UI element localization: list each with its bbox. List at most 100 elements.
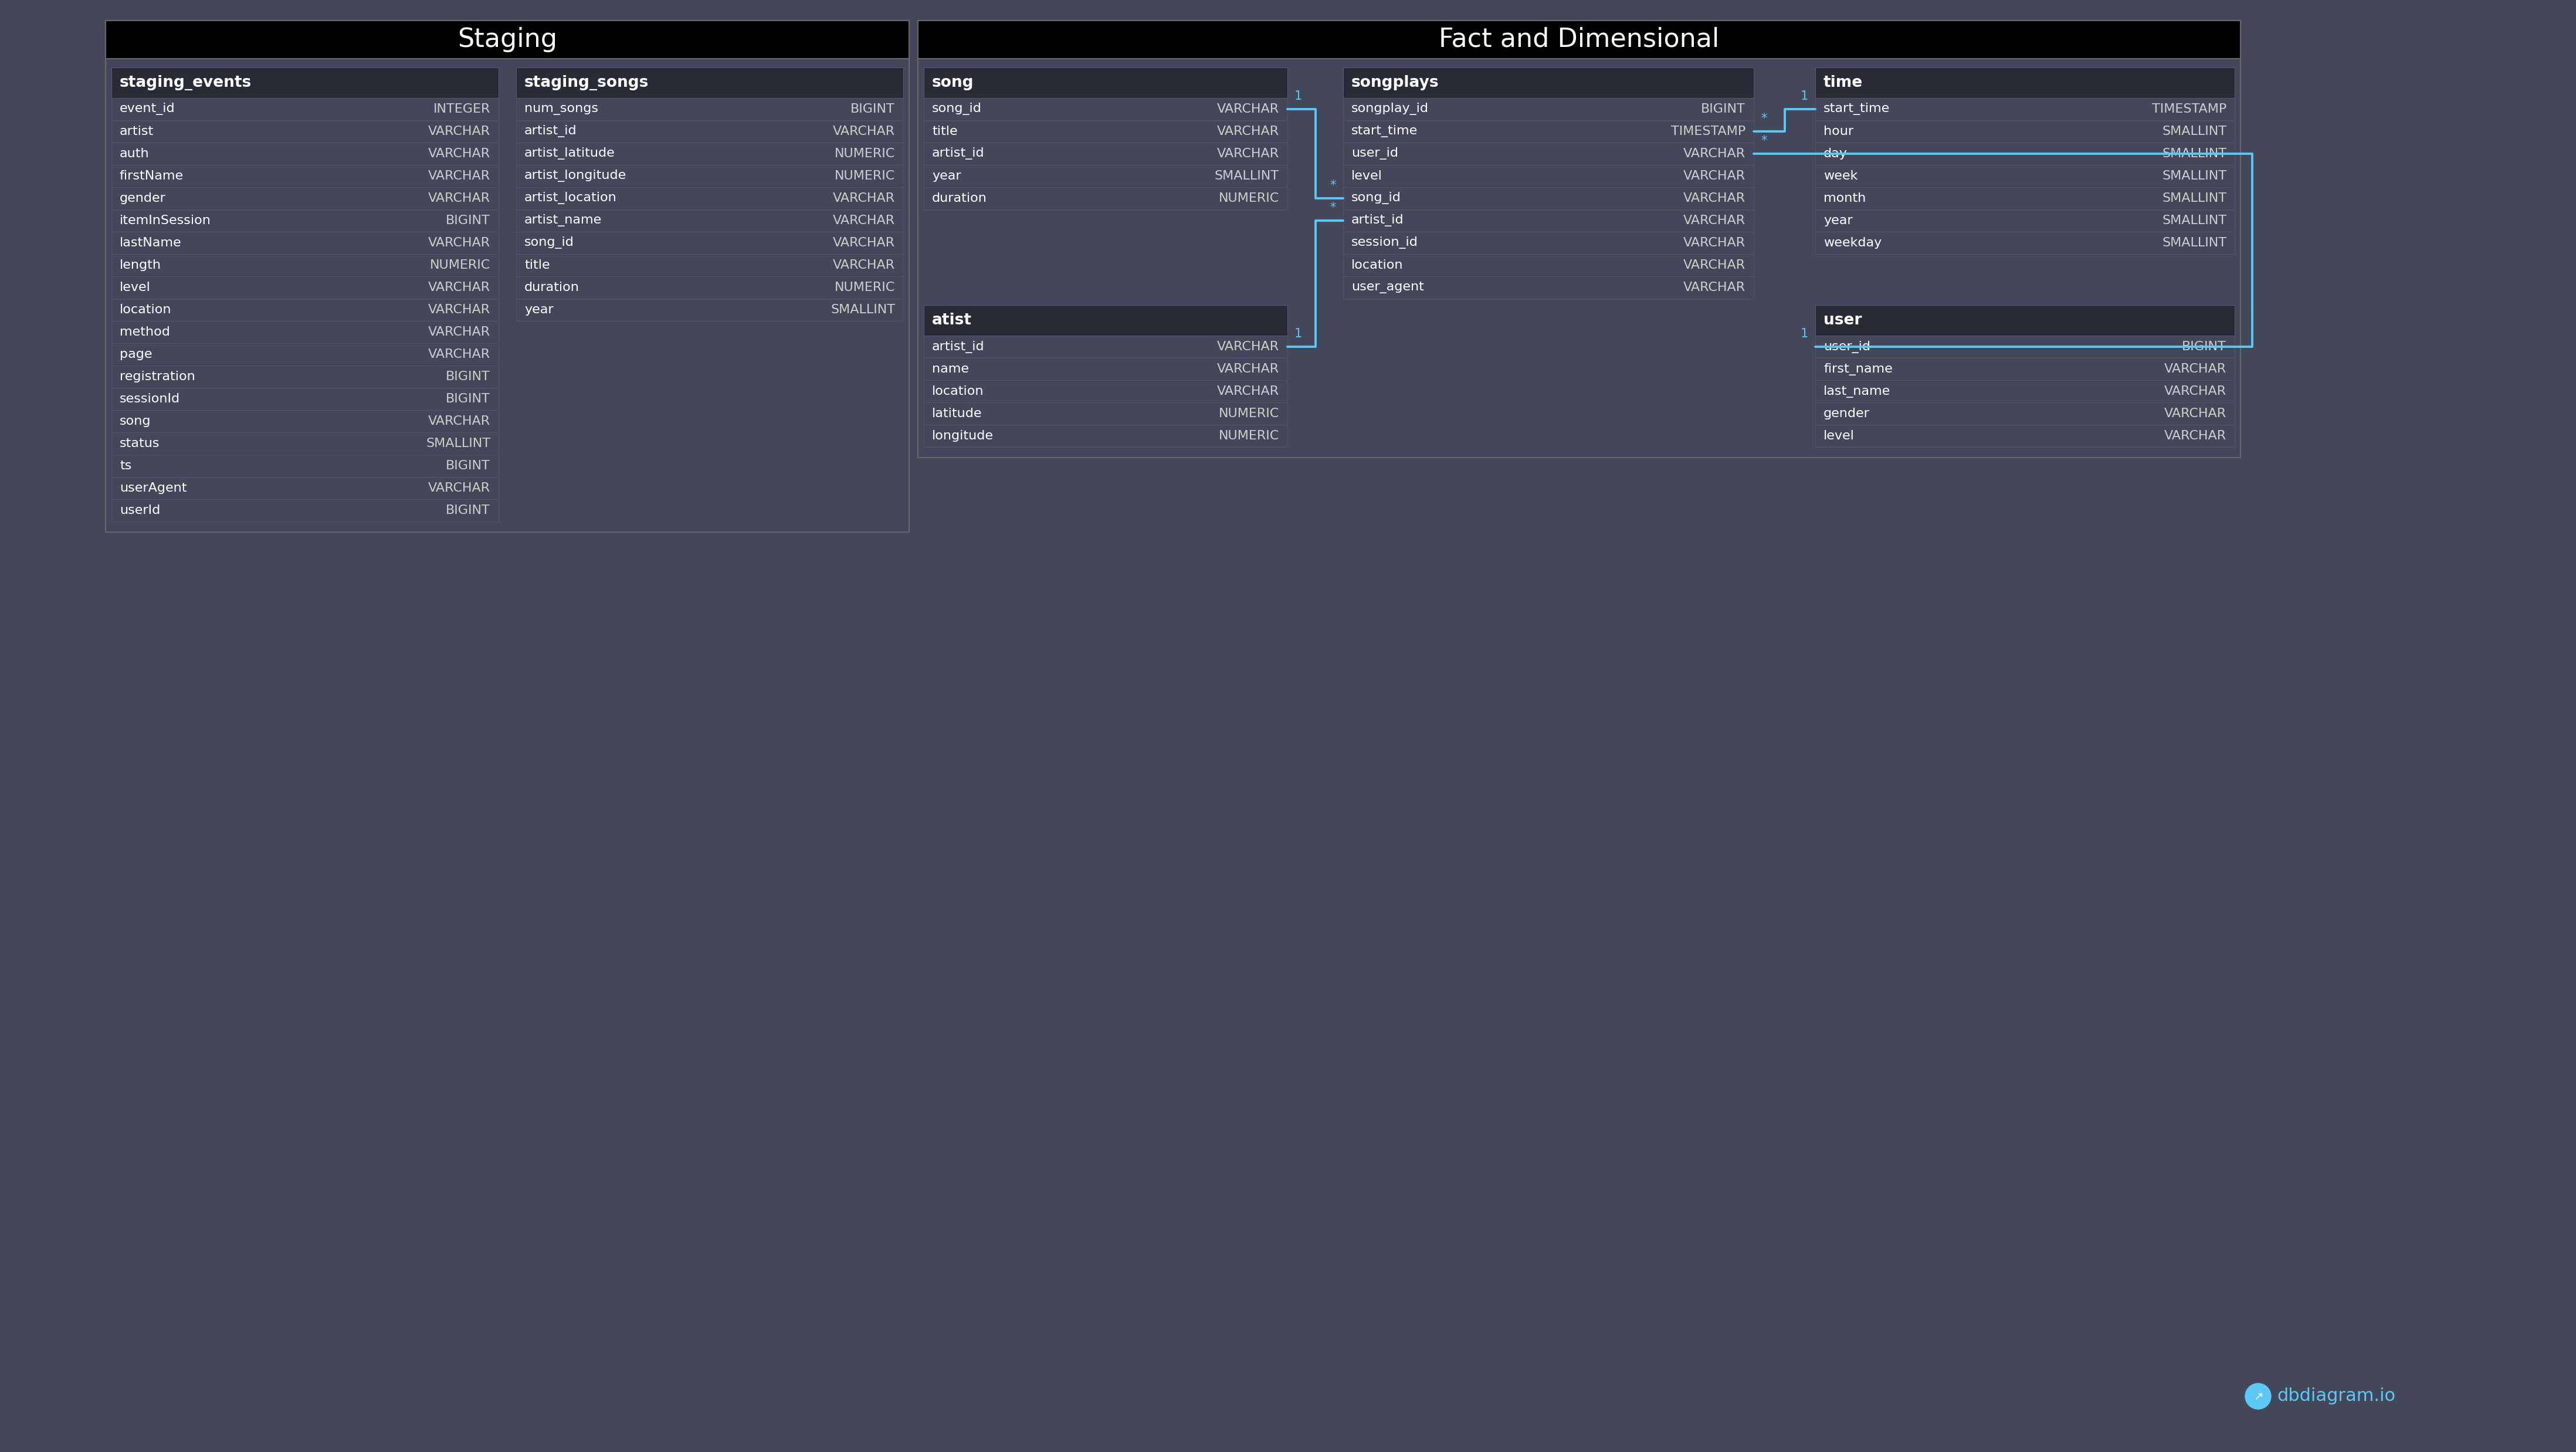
Text: *: * xyxy=(1762,135,1767,147)
Text: ↗: ↗ xyxy=(2254,1391,2262,1401)
Bar xyxy=(515,166,904,187)
Bar xyxy=(1816,97,2233,121)
Text: NUMERIC: NUMERIC xyxy=(835,148,894,160)
Text: staging_songs: staging_songs xyxy=(526,76,649,90)
Bar xyxy=(925,97,1288,121)
Bar xyxy=(111,321,500,343)
Text: SMALLINT: SMALLINT xyxy=(2161,148,2226,160)
Bar xyxy=(111,166,500,187)
Text: user: user xyxy=(1824,312,1862,328)
Text: BIGINT: BIGINT xyxy=(2182,341,2226,353)
Bar xyxy=(917,20,2241,457)
Bar xyxy=(111,366,500,388)
Text: VARCHAR: VARCHAR xyxy=(1216,341,1280,353)
Bar xyxy=(1816,142,2233,166)
Text: song: song xyxy=(933,76,974,90)
Text: location: location xyxy=(118,303,173,315)
Text: length: length xyxy=(118,260,162,272)
Text: VARCHAR: VARCHAR xyxy=(2164,363,2226,375)
Bar xyxy=(1816,380,2233,402)
Bar xyxy=(111,209,500,232)
Bar xyxy=(111,343,500,366)
Text: song_id: song_id xyxy=(933,103,981,115)
Text: VARCHAR: VARCHAR xyxy=(832,215,894,227)
Bar xyxy=(515,142,904,166)
Text: *: * xyxy=(1329,180,1337,192)
Text: time: time xyxy=(1824,76,1862,90)
Bar xyxy=(1342,142,1754,166)
Bar xyxy=(515,209,904,232)
Text: NUMERIC: NUMERIC xyxy=(430,260,489,272)
Text: artist_longitude: artist_longitude xyxy=(526,170,626,182)
Bar xyxy=(925,380,1288,402)
Text: location: location xyxy=(1352,260,1404,272)
Text: VARCHAR: VARCHAR xyxy=(428,415,489,427)
Circle shape xyxy=(2246,1384,2272,1410)
Text: VARCHAR: VARCHAR xyxy=(1682,215,1747,227)
Text: VARCHAR: VARCHAR xyxy=(1682,282,1747,293)
Text: user_id: user_id xyxy=(1352,148,1399,160)
Text: VARCHAR: VARCHAR xyxy=(428,148,489,160)
Text: month: month xyxy=(1824,193,1865,205)
Text: year: year xyxy=(1824,215,1852,227)
Bar xyxy=(1816,209,2233,232)
Text: song_id: song_id xyxy=(1352,192,1401,205)
Bar xyxy=(1816,67,2233,97)
Text: VARCHAR: VARCHAR xyxy=(1682,193,1747,205)
Text: title: title xyxy=(526,260,549,272)
Bar xyxy=(111,142,500,166)
Text: artist_latitude: artist_latitude xyxy=(526,148,616,160)
Text: atist: atist xyxy=(933,312,971,328)
Bar xyxy=(111,97,500,121)
Bar xyxy=(925,67,1288,97)
Bar xyxy=(111,276,500,299)
Text: start_time: start_time xyxy=(1352,125,1417,138)
Bar xyxy=(1816,402,2233,425)
Bar xyxy=(111,121,500,142)
Bar xyxy=(1342,254,1754,276)
Bar xyxy=(111,67,500,97)
Text: auth: auth xyxy=(118,148,149,160)
Text: userAgent: userAgent xyxy=(118,482,188,494)
Text: SMALLINT: SMALLINT xyxy=(425,437,489,449)
Text: year: year xyxy=(933,170,961,182)
Text: artist: artist xyxy=(118,125,155,138)
Text: last_name: last_name xyxy=(1824,385,1891,398)
Text: artist_location: artist_location xyxy=(526,192,616,205)
Bar xyxy=(515,299,904,321)
Text: VARCHAR: VARCHAR xyxy=(1216,103,1280,115)
Text: session_id: session_id xyxy=(1352,237,1419,250)
Text: Fact and Dimensional: Fact and Dimensional xyxy=(1440,28,1718,52)
Text: duration: duration xyxy=(526,282,580,293)
Text: SMALLINT: SMALLINT xyxy=(829,303,894,315)
Bar xyxy=(111,232,500,254)
Bar xyxy=(1342,276,1754,299)
Text: VARCHAR: VARCHAR xyxy=(428,237,489,248)
Bar xyxy=(106,20,909,58)
Bar xyxy=(1342,121,1754,142)
Text: page: page xyxy=(118,348,152,360)
Text: gender: gender xyxy=(1824,408,1870,420)
Bar xyxy=(925,166,1288,187)
Text: artist_id: artist_id xyxy=(1352,215,1404,227)
Text: location: location xyxy=(933,385,984,398)
Text: Staging: Staging xyxy=(459,28,556,52)
Bar xyxy=(111,454,500,476)
Text: VARCHAR: VARCHAR xyxy=(428,282,489,293)
Bar xyxy=(1816,187,2233,209)
Text: firstName: firstName xyxy=(118,170,183,182)
Text: gender: gender xyxy=(118,193,165,205)
Text: 1: 1 xyxy=(1801,90,1808,102)
Text: VARCHAR: VARCHAR xyxy=(2164,385,2226,398)
Text: artist_name: artist_name xyxy=(526,215,603,227)
Text: VARCHAR: VARCHAR xyxy=(832,193,894,205)
Text: VARCHAR: VARCHAR xyxy=(428,303,489,315)
Text: VARCHAR: VARCHAR xyxy=(832,125,894,138)
Text: VARCHAR: VARCHAR xyxy=(428,170,489,182)
Bar xyxy=(111,254,500,276)
Bar xyxy=(925,142,1288,166)
Bar xyxy=(925,305,1288,335)
Bar xyxy=(1342,187,1754,209)
Text: first_name: first_name xyxy=(1824,363,1893,375)
Text: NUMERIC: NUMERIC xyxy=(835,170,894,182)
